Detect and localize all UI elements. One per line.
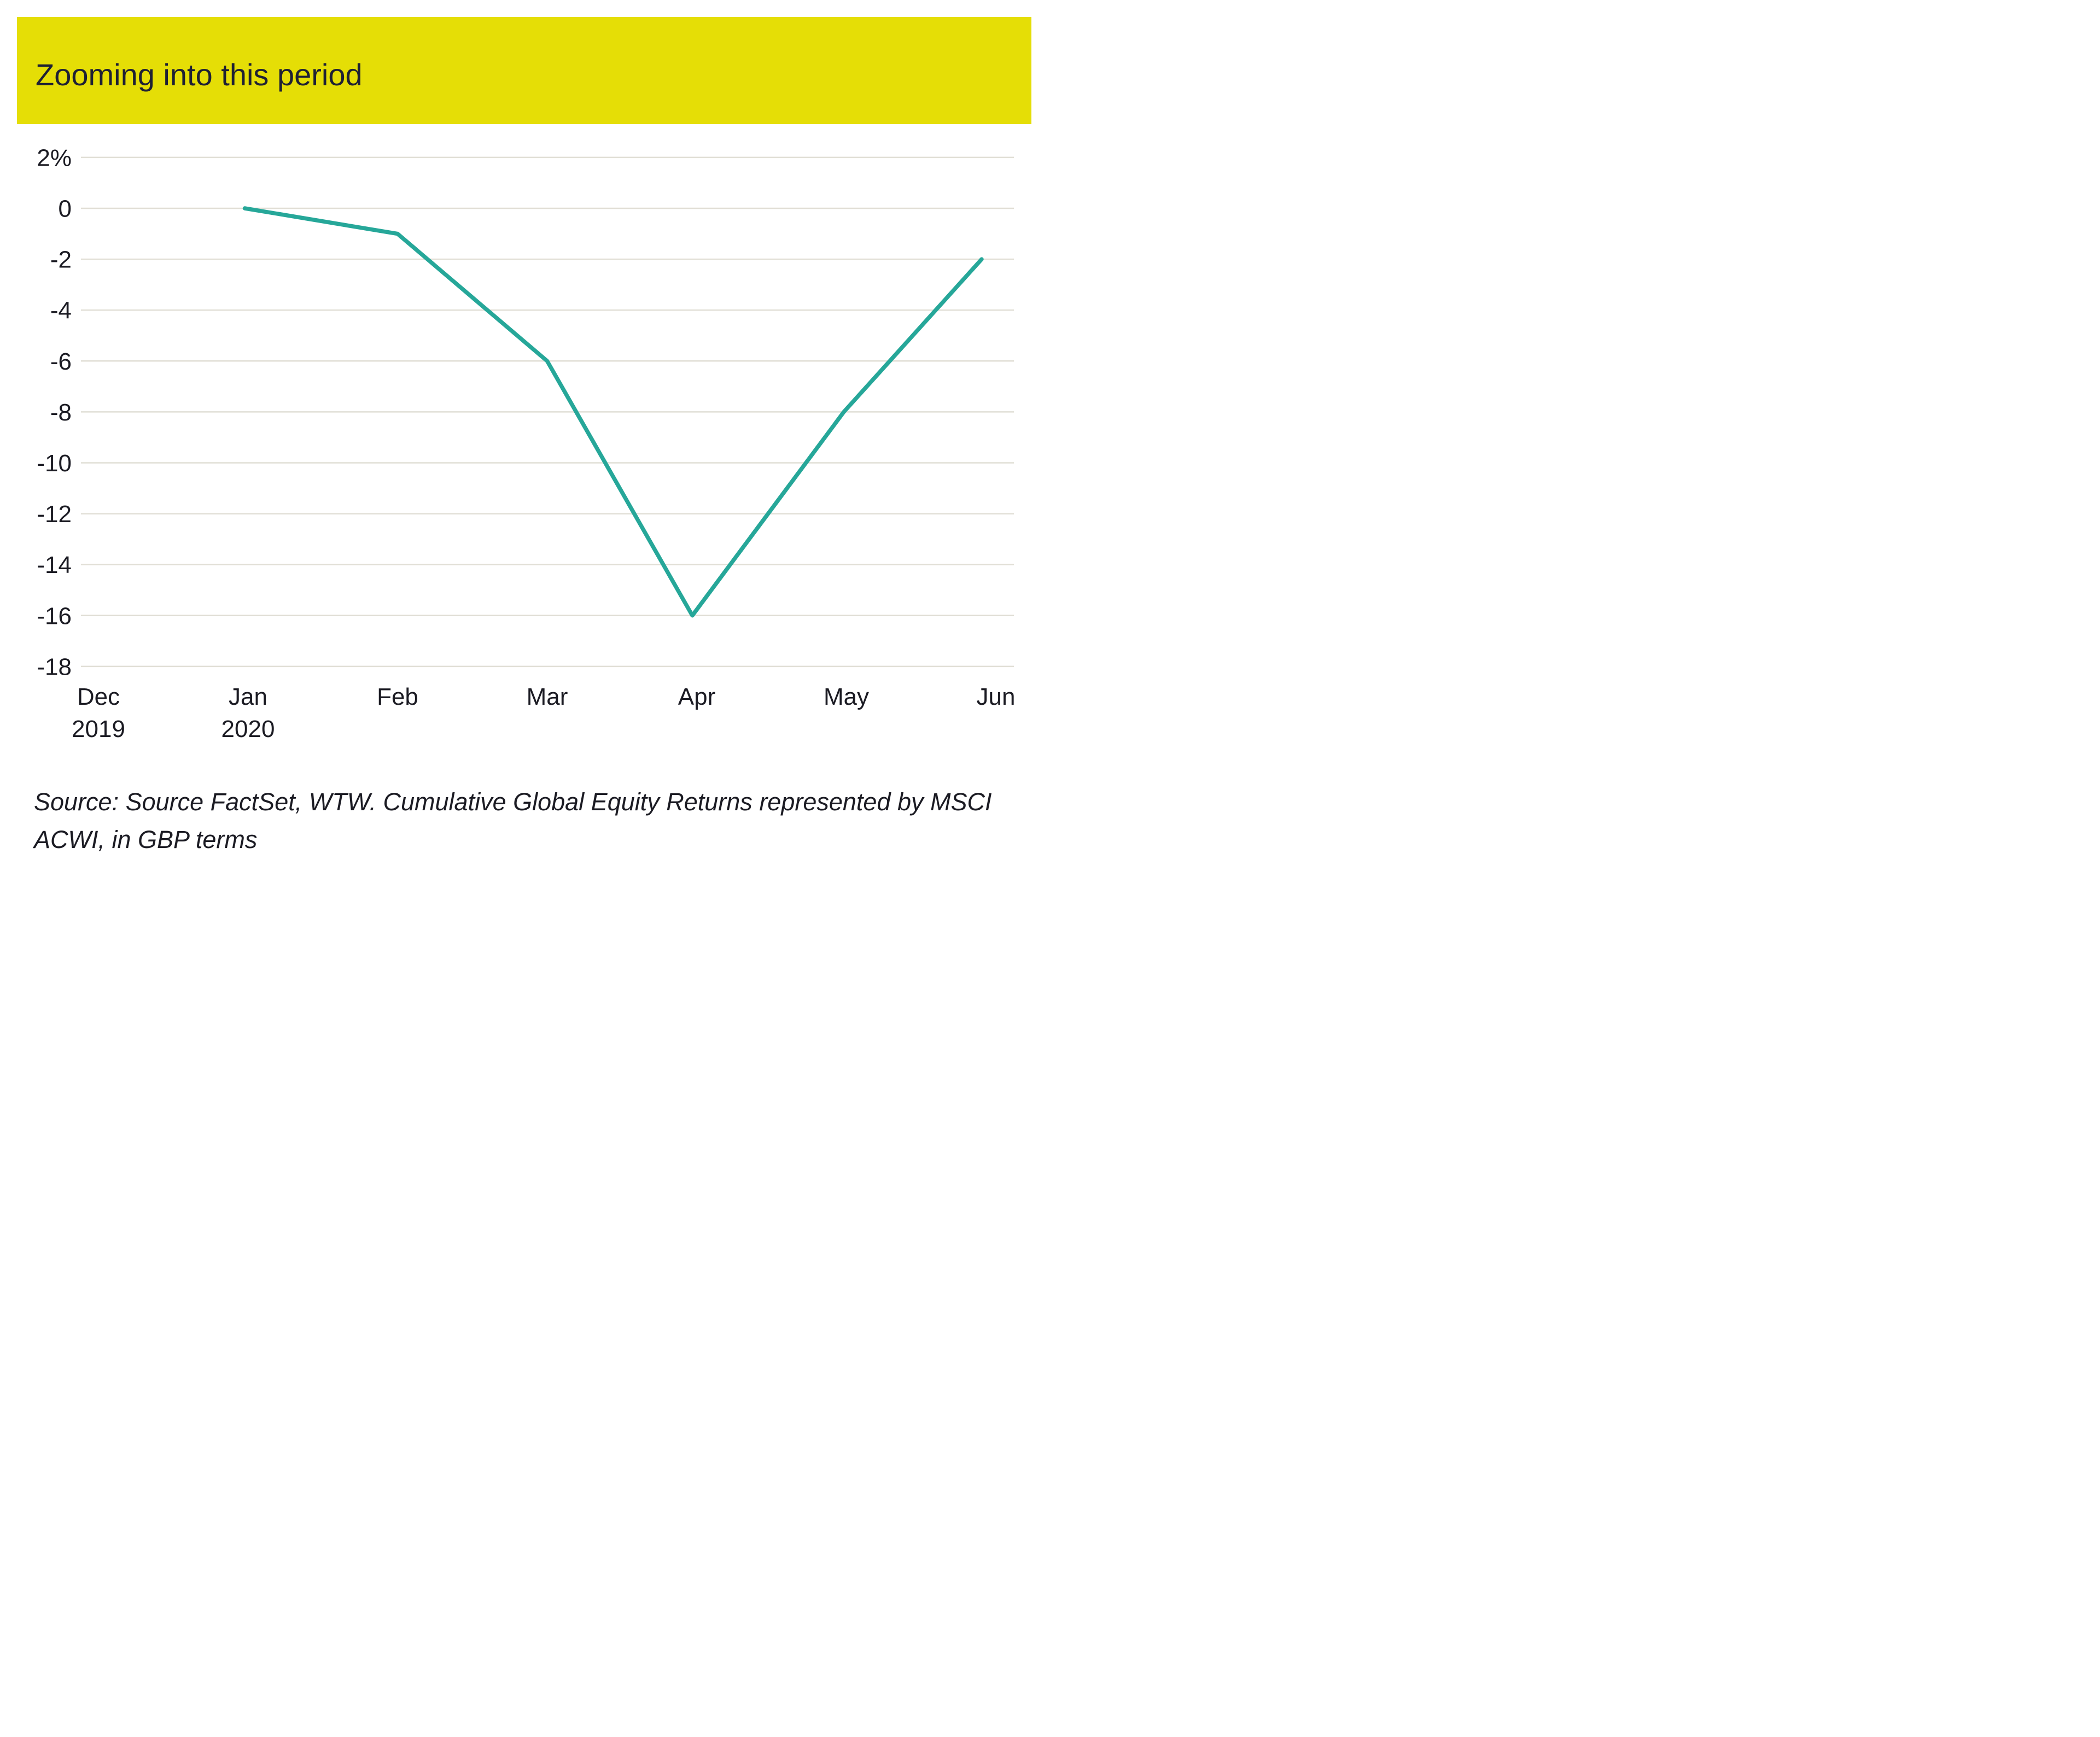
y-axis-tick-label: -6 (50, 348, 72, 375)
equity-returns-line (242, 206, 984, 618)
x-axis-tick-year-label: 2020 (221, 716, 275, 742)
x-axis-tick-label: May (824, 683, 869, 710)
header-band: Zooming into this period (17, 17, 1031, 124)
source-note: Source: Source FactSet, WTW. Cumulative … (34, 783, 1013, 858)
x-axis-tick-label: Dec (77, 683, 120, 710)
y-axis-tick-label: -10 (37, 450, 72, 477)
x-axis-tick-year-label: 2019 (72, 716, 125, 742)
y-axis-tick-label: -18 (37, 653, 72, 680)
y-axis-tick-label: -12 (37, 501, 72, 528)
y-axis-tick-label: -8 (50, 399, 72, 426)
y-axis-tick-label: -16 (37, 603, 72, 629)
y-axis-tick-label: -4 (50, 297, 72, 324)
x-axis-tick-label: Jan (229, 683, 267, 710)
y-axis-tick-label: -2 (50, 247, 72, 273)
source-note-line2: ACWI, in GBP terms (34, 826, 258, 853)
x-axis-tick-label: Apr (678, 683, 715, 710)
y-axis-tick-label: 2% (37, 144, 72, 171)
page-title: Zooming into this period (36, 57, 363, 92)
source-note-line1: Source: Source FactSet, WTW. Cumulative … (34, 788, 992, 816)
y-axis-tick-label: 0 (59, 196, 72, 223)
page: Zooming into this period 2% 0 -2 -4 -6 -8 -10 -… (0, 0, 1050, 868)
x-axis-tick-label: Feb (377, 683, 418, 710)
x-axis-tick-label: Jun (977, 683, 1016, 710)
x-axis-tick-label: Mar (527, 683, 568, 710)
y-axis-tick-label: -14 (37, 552, 72, 578)
